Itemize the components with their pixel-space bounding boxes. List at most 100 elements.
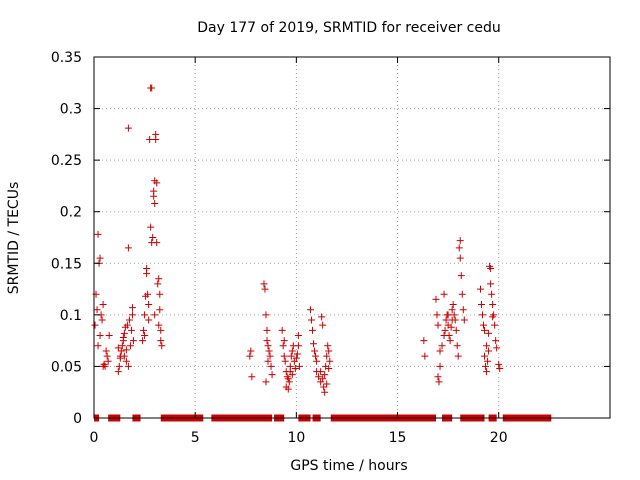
data-point-0-121 — [315, 373, 323, 381]
data-point-0-67 — [157, 326, 165, 334]
data-point-0-184 — [487, 264, 495, 272]
data-point-0-192 — [495, 360, 503, 368]
data-point-0-191 — [493, 344, 501, 352]
data-point-0-72 — [151, 311, 159, 319]
data-point-0-37 — [114, 344, 122, 352]
data-point-0-128 — [323, 352, 331, 360]
data-point-0-80 — [262, 311, 270, 319]
data-point-0-115 — [308, 316, 316, 324]
data-point-0-109 — [294, 342, 302, 350]
data-point-0-119 — [312, 352, 320, 360]
data-point-0-195 — [485, 329, 493, 337]
data-point-0-116 — [309, 326, 317, 334]
data-point-0-173 — [476, 285, 484, 293]
data-point-0-57 — [150, 187, 158, 195]
x-tick-label-1: 5 — [191, 430, 200, 446]
data-point-0-160 — [452, 326, 460, 334]
data-point-0-36 — [124, 124, 132, 132]
data-point-0-154 — [446, 337, 454, 345]
data-point-0-194 — [483, 342, 491, 350]
data-point-0-142 — [434, 321, 442, 329]
data-point-0-85 — [266, 352, 274, 360]
data-point-0-25 — [120, 329, 128, 337]
data-point-0-187 — [489, 301, 497, 309]
data-point-0-176 — [480, 321, 488, 329]
data-point-0-9 — [98, 316, 106, 324]
data-point-0-96 — [284, 375, 292, 383]
y-tick-label-7: 0.35 — [51, 50, 82, 66]
data-point-0-166 — [457, 272, 465, 280]
y-tick-label-0: 0 — [73, 411, 82, 427]
data-point-0-82 — [264, 342, 272, 350]
data-point-0-24 — [120, 352, 128, 360]
x-tick-label-4: 20 — [490, 430, 508, 446]
data-point-0-165 — [456, 254, 464, 262]
data-point-0-27 — [122, 357, 130, 365]
data-point-0-140 — [432, 295, 440, 303]
y-tick-label-2: 0.1 — [60, 308, 82, 324]
data-point-0-34 — [129, 337, 137, 345]
data-point-0-18 — [114, 368, 122, 376]
data-point-0-41 — [128, 304, 136, 312]
data-point-0-42 — [139, 337, 147, 345]
data-point-0-78 — [260, 280, 268, 288]
data-point-0-92 — [280, 352, 288, 360]
tick-labels: 0 5 10 15 20 0 0.05 0.1 0.15 0.2 0.25 0.3 0.35 — [51, 50, 508, 446]
data-point-0-14 — [103, 352, 111, 360]
data-point-0-182 — [485, 347, 493, 355]
data-point-0-185 — [487, 280, 495, 288]
plot-frame — [93, 56, 611, 419]
data-point-0-134 — [321, 371, 329, 379]
data-point-0-146 — [436, 347, 444, 355]
data-point-0-162 — [454, 352, 462, 360]
data-point-0-87 — [268, 371, 276, 379]
data-point-0-76 — [247, 347, 255, 355]
y-tick-label-4: 0.2 — [60, 205, 82, 221]
data-point-0-63 — [153, 239, 161, 247]
data-point-0-155 — [447, 323, 455, 331]
data-point-0-139 — [421, 352, 429, 360]
data-point-0-118 — [311, 347, 319, 355]
data-point-0-107 — [292, 354, 300, 362]
data-point-0-147 — [438, 342, 446, 350]
data-point-0-174 — [478, 301, 486, 309]
data-point-0-79 — [261, 285, 269, 293]
data-point-0-32 — [127, 326, 135, 334]
data-point-0-103 — [284, 385, 292, 393]
data-point-0-68 — [157, 337, 165, 345]
data-point-0-131 — [326, 357, 334, 365]
data-point-0-179 — [482, 362, 490, 370]
data-point-0-99 — [287, 352, 295, 360]
data-point-0-91 — [279, 342, 287, 350]
data-point-0-113 — [288, 371, 296, 379]
data-point-0-70 — [141, 331, 149, 339]
data-point-0-69 — [158, 342, 166, 350]
data-point-0-65 — [155, 275, 163, 283]
data-point-0-84 — [265, 347, 273, 355]
data-point-0-5 — [96, 254, 104, 262]
data-point-0-189 — [491, 321, 499, 329]
data-point-0-74 — [156, 290, 164, 298]
data-point-0-153 — [445, 331, 453, 339]
data-point-0-90 — [278, 326, 286, 334]
data-point-0-77 — [248, 373, 256, 381]
data-point-0-133 — [319, 375, 327, 383]
data-point-0-47 — [143, 264, 151, 272]
data-point-0-88 — [262, 378, 270, 386]
y-tick-label-6: 0.3 — [60, 102, 82, 118]
data-points — [91, 84, 552, 422]
data-point-0-123 — [318, 313, 326, 321]
data-point-0-135 — [323, 380, 331, 388]
data-point-0-59 — [151, 199, 159, 207]
x-axis-label: GPS time / hours — [290, 458, 407, 474]
data-point-0-106 — [291, 364, 299, 372]
data-point-0-177 — [481, 326, 489, 334]
data-point-0-167 — [458, 290, 466, 298]
data-point-0-71 — [145, 316, 153, 324]
data-point-0-110 — [294, 331, 302, 339]
data-point-0-64 — [154, 280, 162, 288]
data-point-0-117 — [310, 340, 318, 348]
data-point-0-157 — [449, 301, 457, 309]
data-point-0-137 — [313, 357, 321, 365]
